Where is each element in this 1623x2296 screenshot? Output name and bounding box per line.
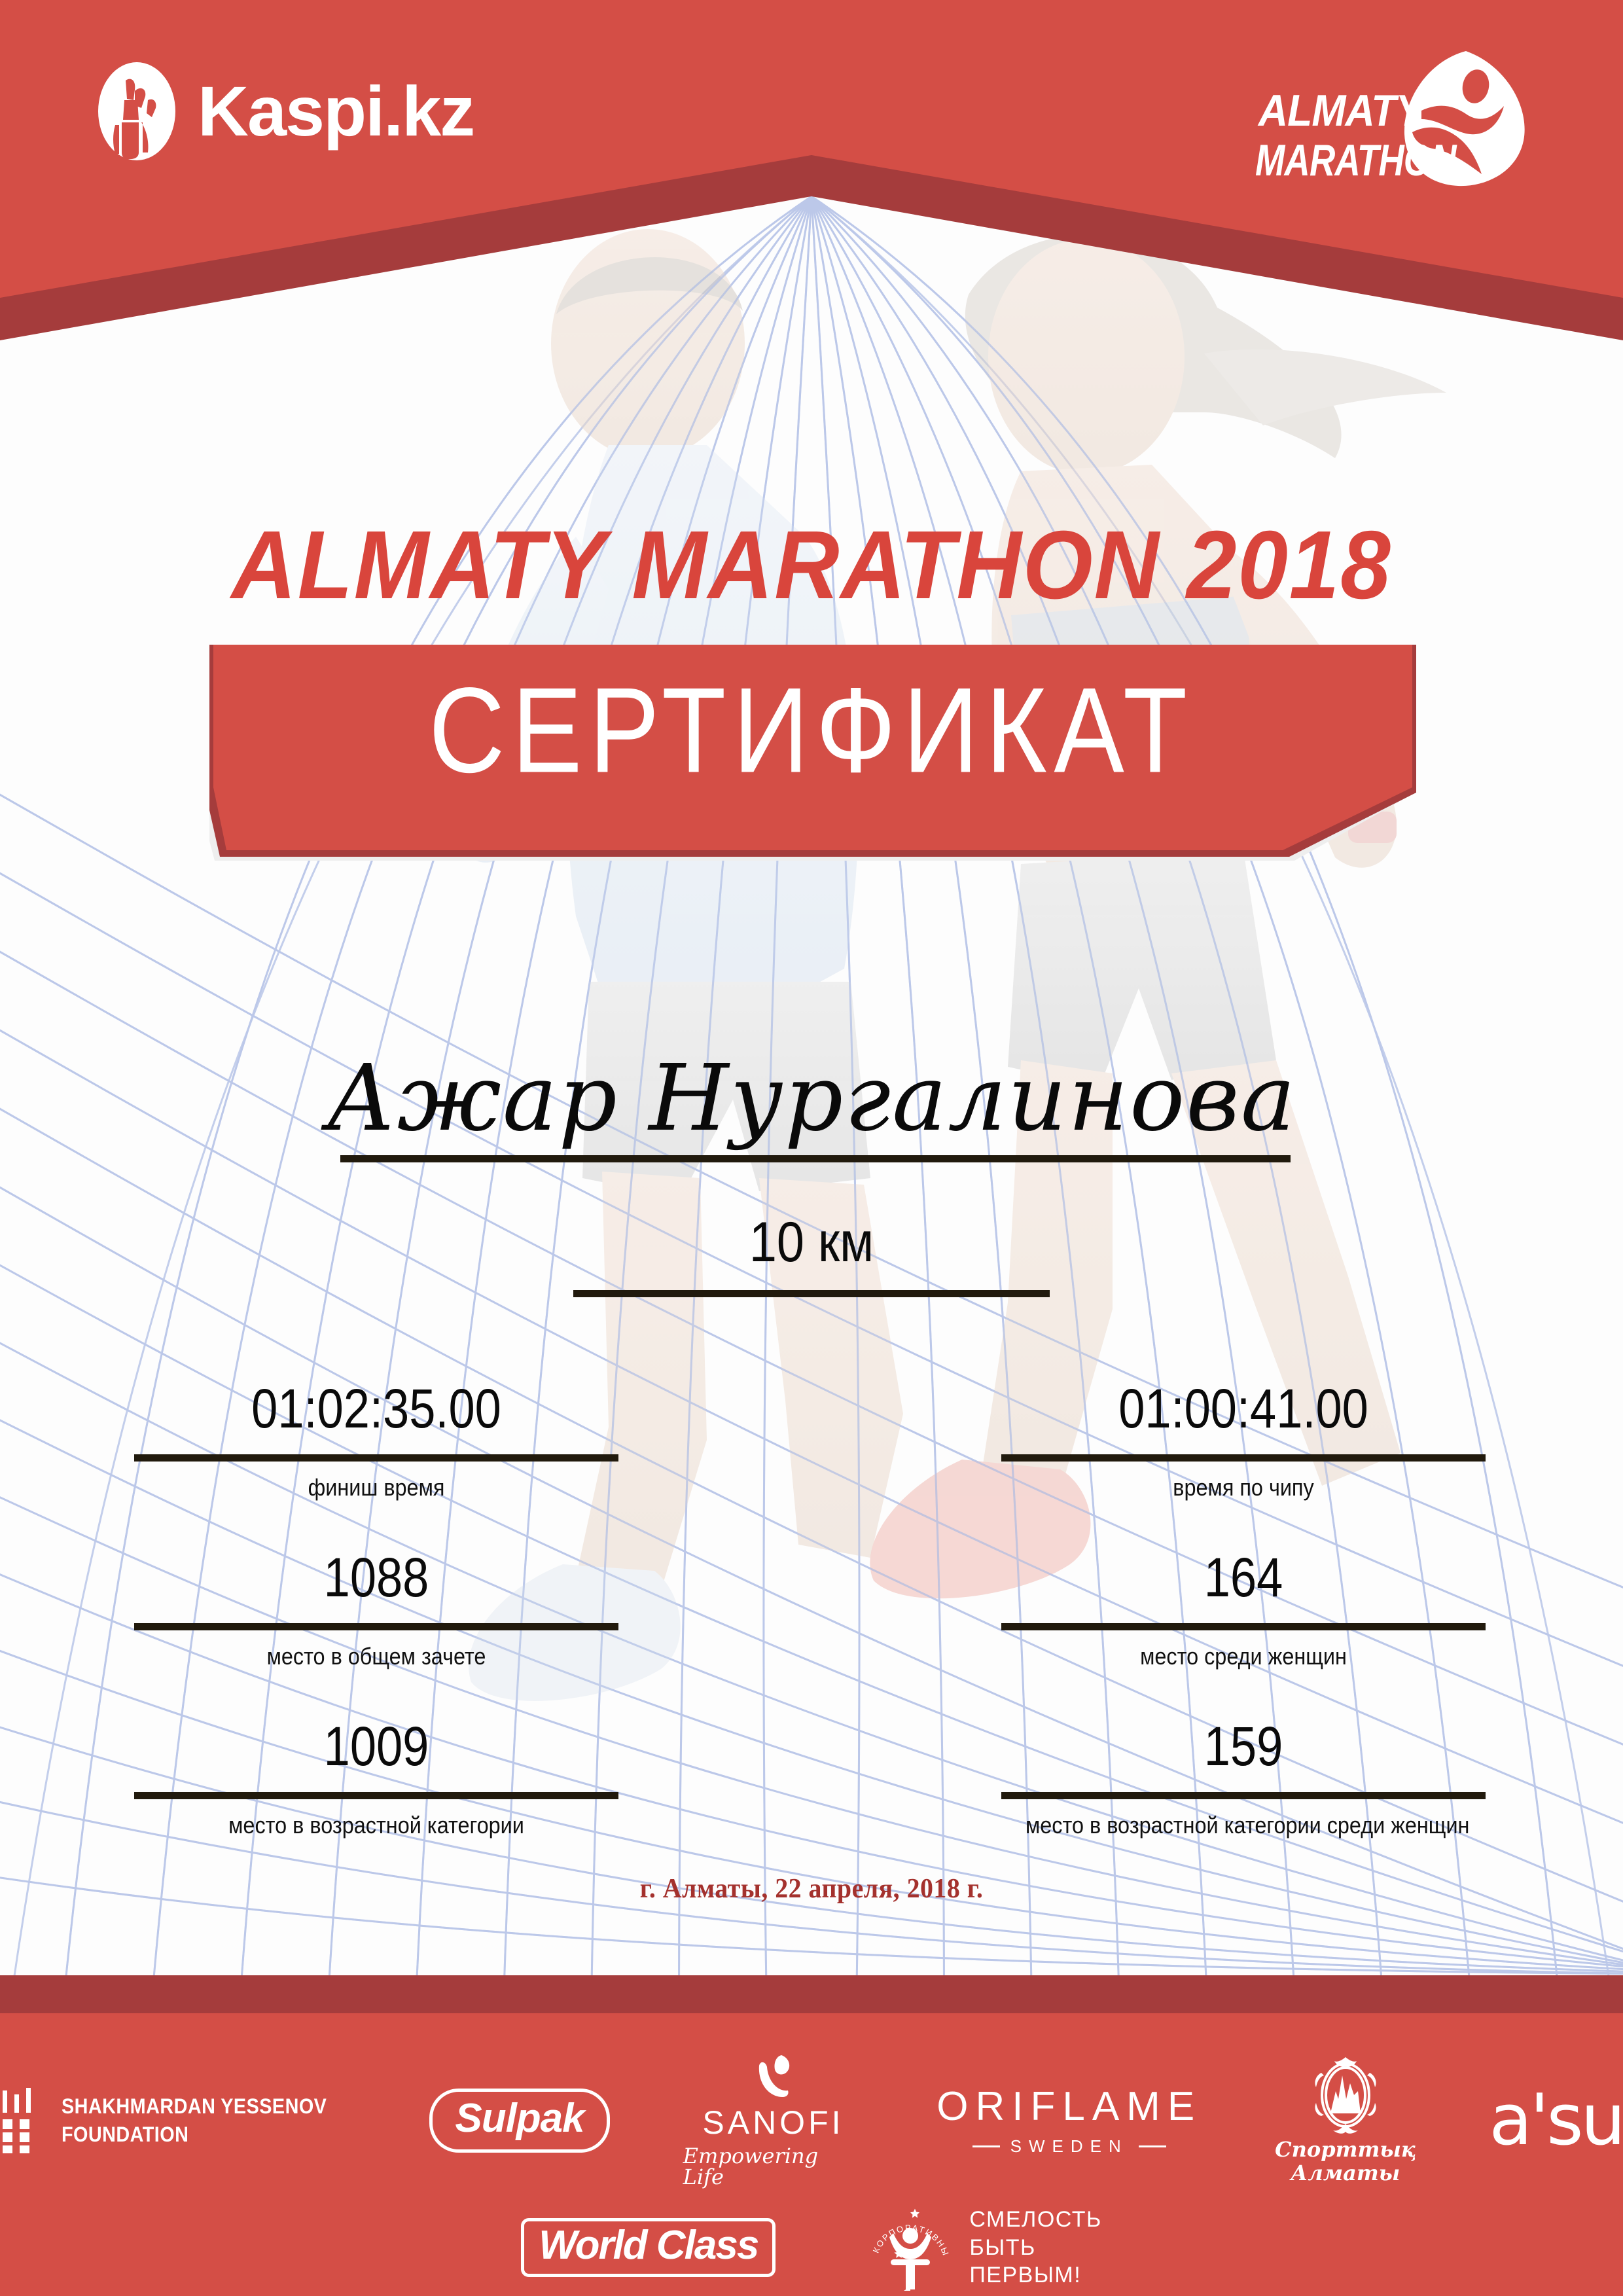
sulpak-badge: Sulpak: [429, 2089, 610, 2153]
result-rule: [1001, 1623, 1486, 1630]
participant-name-rule: [340, 1155, 1291, 1162]
yessenov-line2: FOUNDATION: [62, 2123, 189, 2146]
result-rule: [1001, 1454, 1486, 1462]
result-label: место среди женщин: [1140, 1643, 1347, 1670]
result-women-place: 164 место среди женщин: [1001, 1550, 1486, 1668]
sponsor-world-class[interactable]: World Class: [521, 2218, 776, 2277]
world-class-text: World Class: [539, 2223, 759, 2268]
oriflame-sub: SWEDEN: [972, 2138, 1166, 2155]
kaspi-logo[interactable]: Kaspi.kz: [98, 62, 475, 160]
result-label: место в общем зачете: [266, 1643, 486, 1670]
result-rule: [134, 1623, 618, 1630]
kaspi-person-icon: [98, 62, 175, 160]
sponsor-row-1: SHAKHMARDAN YESSENOV FOUNDATION Sulpak: [0, 2054, 1623, 2187]
result-value: 159: [1204, 1715, 1283, 1777]
svg-text:ALMATY: ALMATY: [1257, 86, 1426, 135]
world-class-badge: World Class: [521, 2218, 776, 2277]
result-label: финиш время: [308, 1474, 445, 1501]
almaty-marathon-logo[interactable]: ALMATY MARATHON: [1250, 46, 1531, 196]
courage-fund-line1: СМЕЛОСТЬ: [969, 2207, 1102, 2233]
result-value: 1009: [323, 1715, 429, 1777]
result-rule: [134, 1454, 618, 1462]
courage-fund-figure-icon: КОРПОРАТИВНЫЙ ФОНД: [863, 2197, 954, 2291]
asu-text: a'su: [1489, 2079, 1623, 2161]
participant-name-block: Ажар Нургалинова: [0, 1050, 1623, 1147]
sponsor-sulpak[interactable]: Sulpak: [429, 2089, 610, 2153]
sanofi-tagline: Empowering Life: [683, 2144, 819, 2189]
result-value: 01:00:41.00: [1118, 1378, 1368, 1439]
footer-top-stripe: [0, 1975, 1623, 2013]
oriflame-sub-text: SWEDEN: [1010, 2136, 1128, 2156]
sponsor-asu[interactable]: a'su: [1489, 2085, 1623, 2156]
result-label: время по чипу: [1173, 1474, 1314, 1501]
results-row: 1009 место в возрастной категории 159 ме…: [0, 1719, 1623, 1888]
result-value: 01:02:35.00: [251, 1378, 501, 1439]
sport-almaty-line2: Алматы: [1291, 2161, 1400, 2185]
participant-name: Ажар Нургалинова: [326, 1045, 1297, 1152]
sport-almaty-text: Спорттық Алматы: [1275, 2138, 1416, 2185]
result-rule: [134, 1792, 618, 1799]
oriflame-dash-left-icon: [972, 2145, 1000, 2147]
sponsor-sport-almaty[interactable]: Спорттық Алматы: [1275, 2056, 1416, 2185]
event-title: ALMATY MARATHON 2018: [231, 511, 1392, 619]
event-date-location: г. Алматы, 22 апреля, 2018 г.: [639, 1874, 984, 1904]
result-label: место в возрастной категории: [228, 1812, 524, 1839]
sponsor-sanofi[interactable]: SANOFI Empowering Life: [683, 2054, 864, 2187]
distance-rule: [573, 1290, 1050, 1297]
yessenov-mark-icon: [0, 2088, 41, 2153]
yessenov-line1: SHAKHMARDAN YESSENOV: [62, 2094, 327, 2118]
oriflame-text: ORIFLAME: [936, 2084, 1202, 2129]
header-logos: Kaspi.kz ALMATY MARATHON: [0, 0, 1623, 262]
courage-fund-text: СМЕЛОСТЬ БЫТЬ ПЕРВЫМ!: [969, 2206, 1101, 2289]
sponsor-row-2: World Class КОРПОРАТИВНЫЙ ФОНД: [0, 2197, 1623, 2291]
svg-text:MARATHON: MARATHON: [1255, 135, 1457, 185]
distance-value: 10 км: [749, 1211, 874, 1274]
sponsor-courage-to-be-first-fund[interactable]: КОРПОРАТИВНЫЙ ФОНД: [863, 2197, 1101, 2291]
results-row: 01:02:35.00 финиш время 01:00:41.00 врем…: [0, 1381, 1623, 1550]
certificate-banner-word: СЕРТИФИКАТ: [429, 662, 1194, 798]
yessenov-text: SHAKHMARDAN YESSENOV FOUNDATION: [62, 2092, 327, 2149]
sanofi-text: SANOFI: [702, 2104, 844, 2141]
result-rule: [1001, 1792, 1486, 1799]
sport-almaty-line1: Спорттық: [1275, 2137, 1416, 2162]
results-row: 1088 место в общем зачете 164 место сред…: [0, 1550, 1623, 1719]
results-grid: 01:02:35.00 финиш время 01:00:41.00 врем…: [0, 1381, 1623, 1888]
sport-almaty-emblem-icon: [1310, 2056, 1382, 2136]
sponsor-footer: SHAKHMARDAN YESSENOV FOUNDATION Sulpak: [0, 1975, 1623, 2296]
sponsor-oriflame[interactable]: ORIFLAME SWEDEN: [936, 2087, 1202, 2155]
result-overall-place: 1088 место в общем зачете: [134, 1550, 618, 1668]
result-value: 1088: [323, 1547, 429, 1608]
result-age-category-place: 1009 место в возрастной категории: [134, 1719, 618, 1837]
result-finish-time: 01:02:35.00 финиш время: [134, 1381, 618, 1499]
sulpak-text: Sulpak: [455, 2096, 584, 2142]
kaspi-logo-text: Kaspi.kz: [198, 71, 475, 151]
result-chip-time: 01:00:41.00 время по чипу: [1001, 1381, 1486, 1499]
sanofi-bird-icon: [753, 2054, 793, 2101]
courage-fund-line3: ПЕРВЫМ!: [969, 2263, 1082, 2288]
result-age-category-women-place: 159 место в возрастной категории среди ж…: [1001, 1719, 1486, 1837]
result-value: 164: [1204, 1547, 1283, 1608]
sponsor-shakhmardan-yessenov-foundation[interactable]: SHAKHMARDAN YESSENOV FOUNDATION: [0, 2088, 356, 2153]
oriflame-dash-right-icon: [1138, 2145, 1166, 2147]
result-label: место в возрастной категории среди женщи…: [1026, 1812, 1470, 1839]
courage-fund-line2: БЫТЬ: [969, 2234, 1036, 2260]
